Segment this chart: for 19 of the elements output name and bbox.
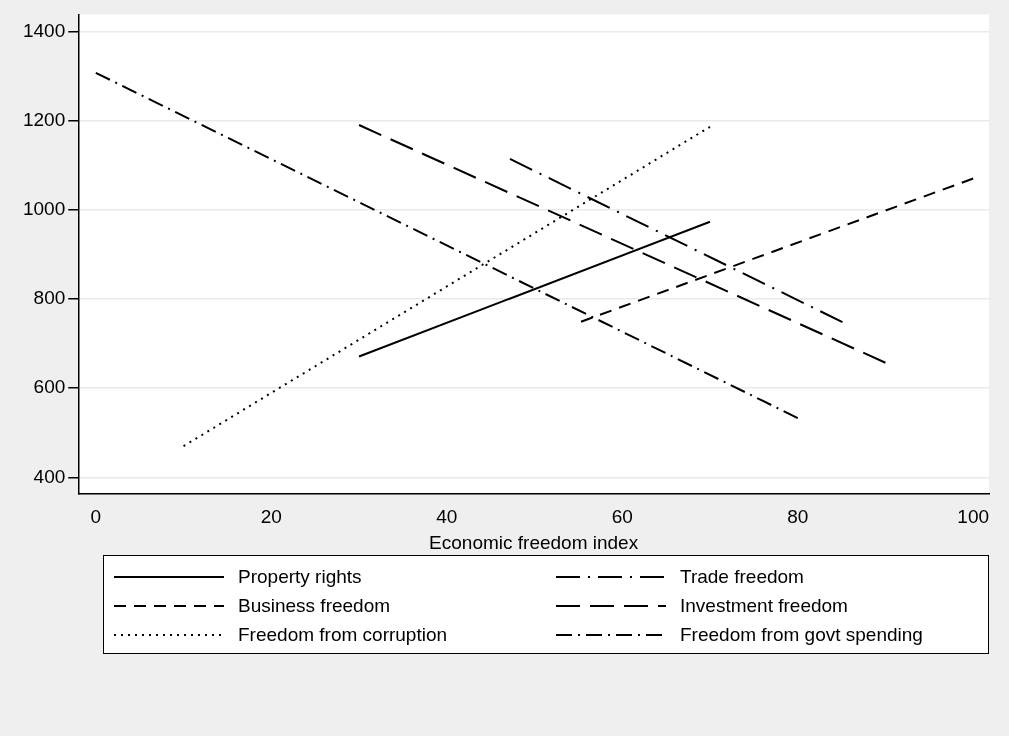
legend-label: Property rights <box>238 565 362 588</box>
legend-label: Investment freedom <box>680 594 848 617</box>
legend-label: Trade freedom <box>680 565 804 588</box>
y-tick-label: 800 <box>33 287 66 309</box>
legend-label: Freedom from govt spending <box>680 623 923 646</box>
y-tick-label: 1400 <box>22 19 66 41</box>
y-tick-label: 1200 <box>22 108 66 130</box>
y-tick-label: 400 <box>33 465 66 487</box>
x-tick-label: 60 <box>611 506 633 528</box>
x-tick-label: 0 <box>90 506 102 528</box>
x-tick-label: 20 <box>260 506 282 528</box>
y-tick-label: 1000 <box>22 197 66 219</box>
x-axis-title: Economic freedom index <box>429 531 639 553</box>
legend-label: Freedom from corruption <box>238 623 448 646</box>
legend-label: Business freedom <box>238 594 391 617</box>
x-tick-label: 80 <box>787 506 809 528</box>
x-tick-label: 40 <box>436 506 458 528</box>
y-tick-label: 600 <box>33 376 66 398</box>
x-tick-label: 100 <box>957 506 990 528</box>
